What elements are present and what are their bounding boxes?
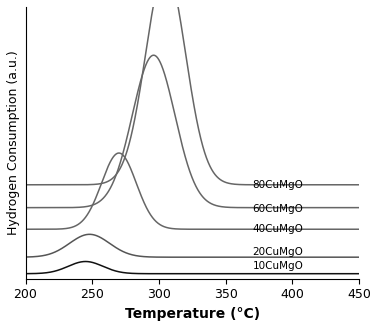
Text: 60CuMgO: 60CuMgO	[253, 204, 303, 214]
Text: 10CuMgO: 10CuMgO	[253, 261, 303, 271]
Text: 40CuMgO: 40CuMgO	[253, 224, 303, 234]
X-axis label: Temperature (°C): Temperature (°C)	[125, 307, 260, 321]
Y-axis label: Hydrogen Consumption (a.u.): Hydrogen Consumption (a.u.)	[7, 51, 20, 235]
Text: 20CuMgO: 20CuMgO	[253, 247, 303, 257]
Text: 80CuMgO: 80CuMgO	[253, 180, 303, 190]
